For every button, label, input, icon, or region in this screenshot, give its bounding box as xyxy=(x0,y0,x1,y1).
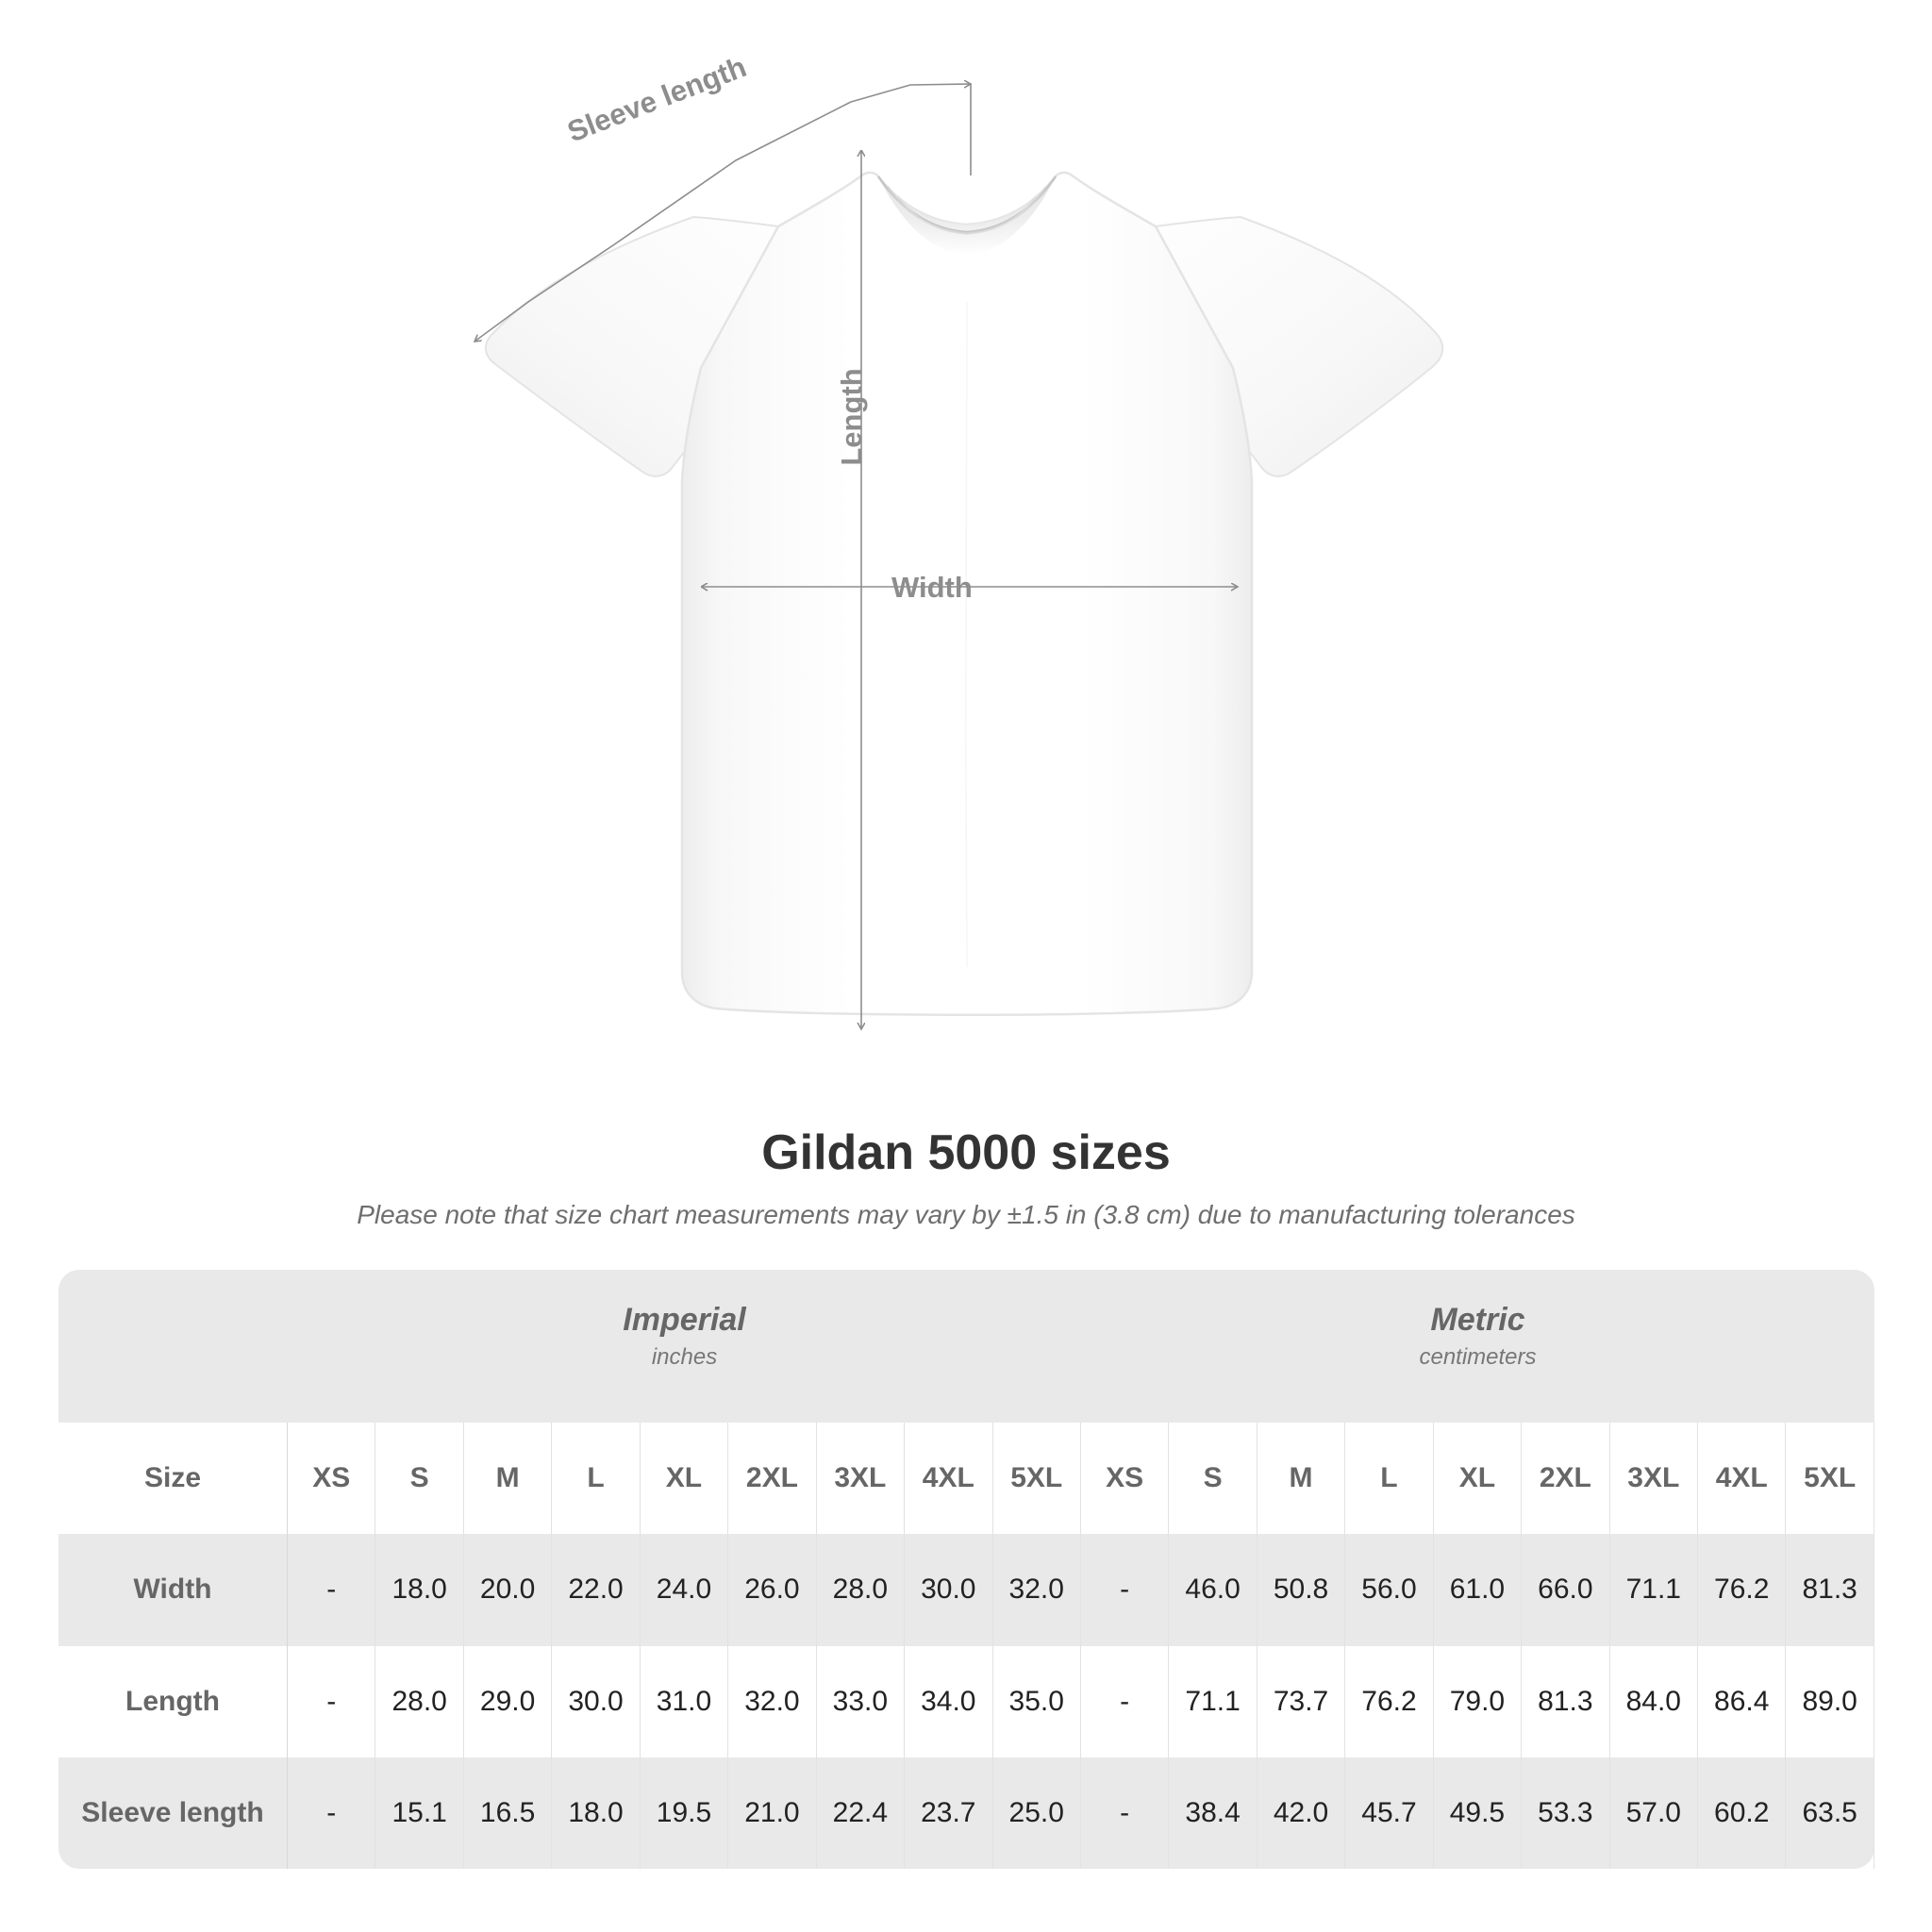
svg-text:Sleeve length: Sleeve length xyxy=(563,50,751,148)
svg-text:Length: Length xyxy=(835,368,868,465)
svg-text:Width: Width xyxy=(891,571,973,604)
